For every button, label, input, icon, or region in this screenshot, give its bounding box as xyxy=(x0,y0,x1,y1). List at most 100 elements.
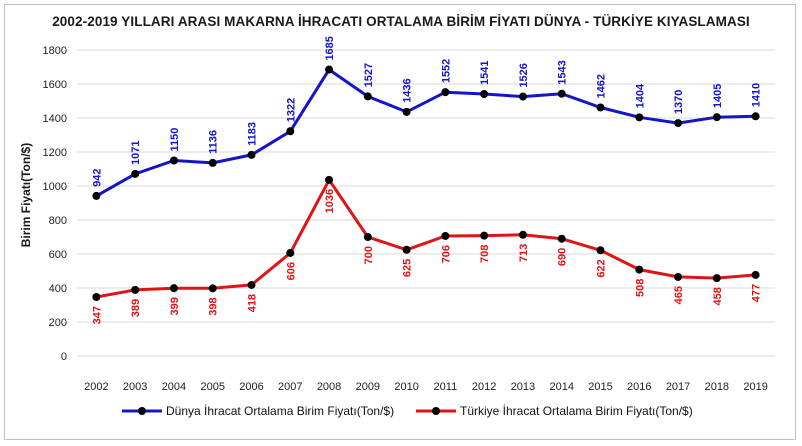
data-label: 625 xyxy=(402,259,414,277)
chart-frame xyxy=(4,4,796,440)
data-label: 1552 xyxy=(440,59,452,83)
data-label: 1543 xyxy=(557,60,569,84)
y-tick-label: 400 xyxy=(49,283,67,295)
legend-label: Dünya İhracat Ortalama Birim Fiyatı(Ton/… xyxy=(166,404,394,418)
data-point xyxy=(92,293,101,302)
y-tick-label: 0 xyxy=(61,351,67,363)
data-point xyxy=(480,231,489,240)
data-label: 700 xyxy=(363,246,375,264)
data-point xyxy=(169,156,178,165)
data-point xyxy=(247,150,256,159)
x-tick-label: 2013 xyxy=(511,381,535,393)
data-point xyxy=(169,284,178,293)
data-point xyxy=(596,246,605,255)
data-label: 606 xyxy=(285,262,297,280)
x-tick-label: 2015 xyxy=(588,381,612,393)
data-point xyxy=(325,65,334,74)
x-tick-label: 2010 xyxy=(394,381,418,393)
data-label: 1183 xyxy=(247,122,259,146)
y-tick-label: 1800 xyxy=(43,45,67,57)
legend-marker xyxy=(138,407,146,415)
x-tick-label: 2008 xyxy=(317,381,341,393)
data-label: 458 xyxy=(712,287,724,305)
data-point xyxy=(480,90,489,99)
data-label: 477 xyxy=(751,284,763,302)
data-point xyxy=(712,113,721,122)
data-point xyxy=(518,230,527,239)
y-tick-label: 800 xyxy=(49,215,67,227)
x-tick-label: 2007 xyxy=(278,381,302,393)
x-tick-label: 2006 xyxy=(239,381,263,393)
gridlines xyxy=(77,49,775,357)
data-point xyxy=(441,231,450,240)
data-labels: 942 1071 1150 1136 1183 1322 1685 1527 1436 1552 1… xyxy=(91,36,762,324)
data-point xyxy=(286,248,295,257)
data-point xyxy=(557,234,566,243)
data-label: 1462 xyxy=(596,74,608,98)
y-tick-label: 1400 xyxy=(43,113,67,125)
data-point xyxy=(674,119,683,128)
data-label: 1436 xyxy=(402,78,414,102)
data-point xyxy=(286,127,295,136)
data-label: 1322 xyxy=(285,98,297,122)
data-label: 1685 xyxy=(324,36,336,60)
data-label: 622 xyxy=(596,259,608,277)
data-label: 1410 xyxy=(751,83,763,107)
legend-label: Türkiye İhracat Ortalama Birim Fiyatı(To… xyxy=(460,404,693,418)
data-label: 1541 xyxy=(479,61,491,85)
data-point xyxy=(363,92,372,101)
data-label: 713 xyxy=(518,244,530,262)
data-label: 942 xyxy=(91,169,103,187)
data-label: 1370 xyxy=(673,90,685,114)
data-label: 1526 xyxy=(518,63,530,87)
data-label: 399 xyxy=(169,297,181,315)
data-label: 1136 xyxy=(208,130,220,154)
x-tick-label: 2018 xyxy=(705,381,729,393)
y-tick-label: 1200 xyxy=(43,147,67,159)
data-point xyxy=(596,103,605,112)
data-point xyxy=(635,113,644,122)
data-point xyxy=(208,158,217,167)
x-tick-label: 2003 xyxy=(123,381,147,393)
data-label: 418 xyxy=(247,294,259,312)
data-label: 1404 xyxy=(634,83,646,108)
data-point xyxy=(557,89,566,98)
data-point xyxy=(712,274,721,283)
x-tick-label: 2014 xyxy=(549,381,573,393)
data-point xyxy=(518,92,527,101)
data-label: 1405 xyxy=(712,84,724,108)
data-label: 706 xyxy=(440,245,452,263)
x-tick-label: 2016 xyxy=(627,381,651,393)
data-point xyxy=(751,270,760,279)
data-point xyxy=(751,112,760,121)
x-tick-label: 2004 xyxy=(162,381,186,393)
data-label: 690 xyxy=(557,248,569,266)
data-label: 708 xyxy=(479,245,491,263)
x-tick-label: 2009 xyxy=(356,381,380,393)
data-label: 1036 xyxy=(324,189,336,213)
x-tick-label: 2011 xyxy=(434,381,458,393)
x-tick-label: 2017 xyxy=(666,381,690,393)
data-point xyxy=(441,88,450,97)
y-tick-label: 1600 xyxy=(43,79,67,91)
data-point xyxy=(363,233,372,241)
x-axis-ticks: 2002 2003 2004 2005 2006 2007 2008 2009 2010 2011… xyxy=(84,381,768,393)
data-point xyxy=(674,272,683,281)
data-point xyxy=(92,191,101,200)
data-label: 1527 xyxy=(363,63,375,87)
data-label: 1071 xyxy=(130,140,142,164)
data-label: 465 xyxy=(673,286,685,304)
y-tick-label: 600 xyxy=(49,249,67,261)
y-tick-label: 1000 xyxy=(43,181,67,193)
data-point xyxy=(208,284,217,293)
data-point xyxy=(402,245,411,254)
data-label: 389 xyxy=(130,299,142,317)
legend-marker xyxy=(432,407,440,415)
data-label: 508 xyxy=(634,279,646,297)
series-line xyxy=(95,68,756,198)
data-point xyxy=(131,169,140,178)
x-tick-label: 2002 xyxy=(84,381,108,393)
x-tick-label: 2005 xyxy=(200,381,224,393)
data-point xyxy=(325,175,334,184)
